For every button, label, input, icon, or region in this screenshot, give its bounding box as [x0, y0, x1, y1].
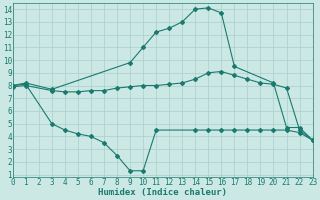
X-axis label: Humidex (Indice chaleur): Humidex (Indice chaleur): [98, 188, 227, 197]
